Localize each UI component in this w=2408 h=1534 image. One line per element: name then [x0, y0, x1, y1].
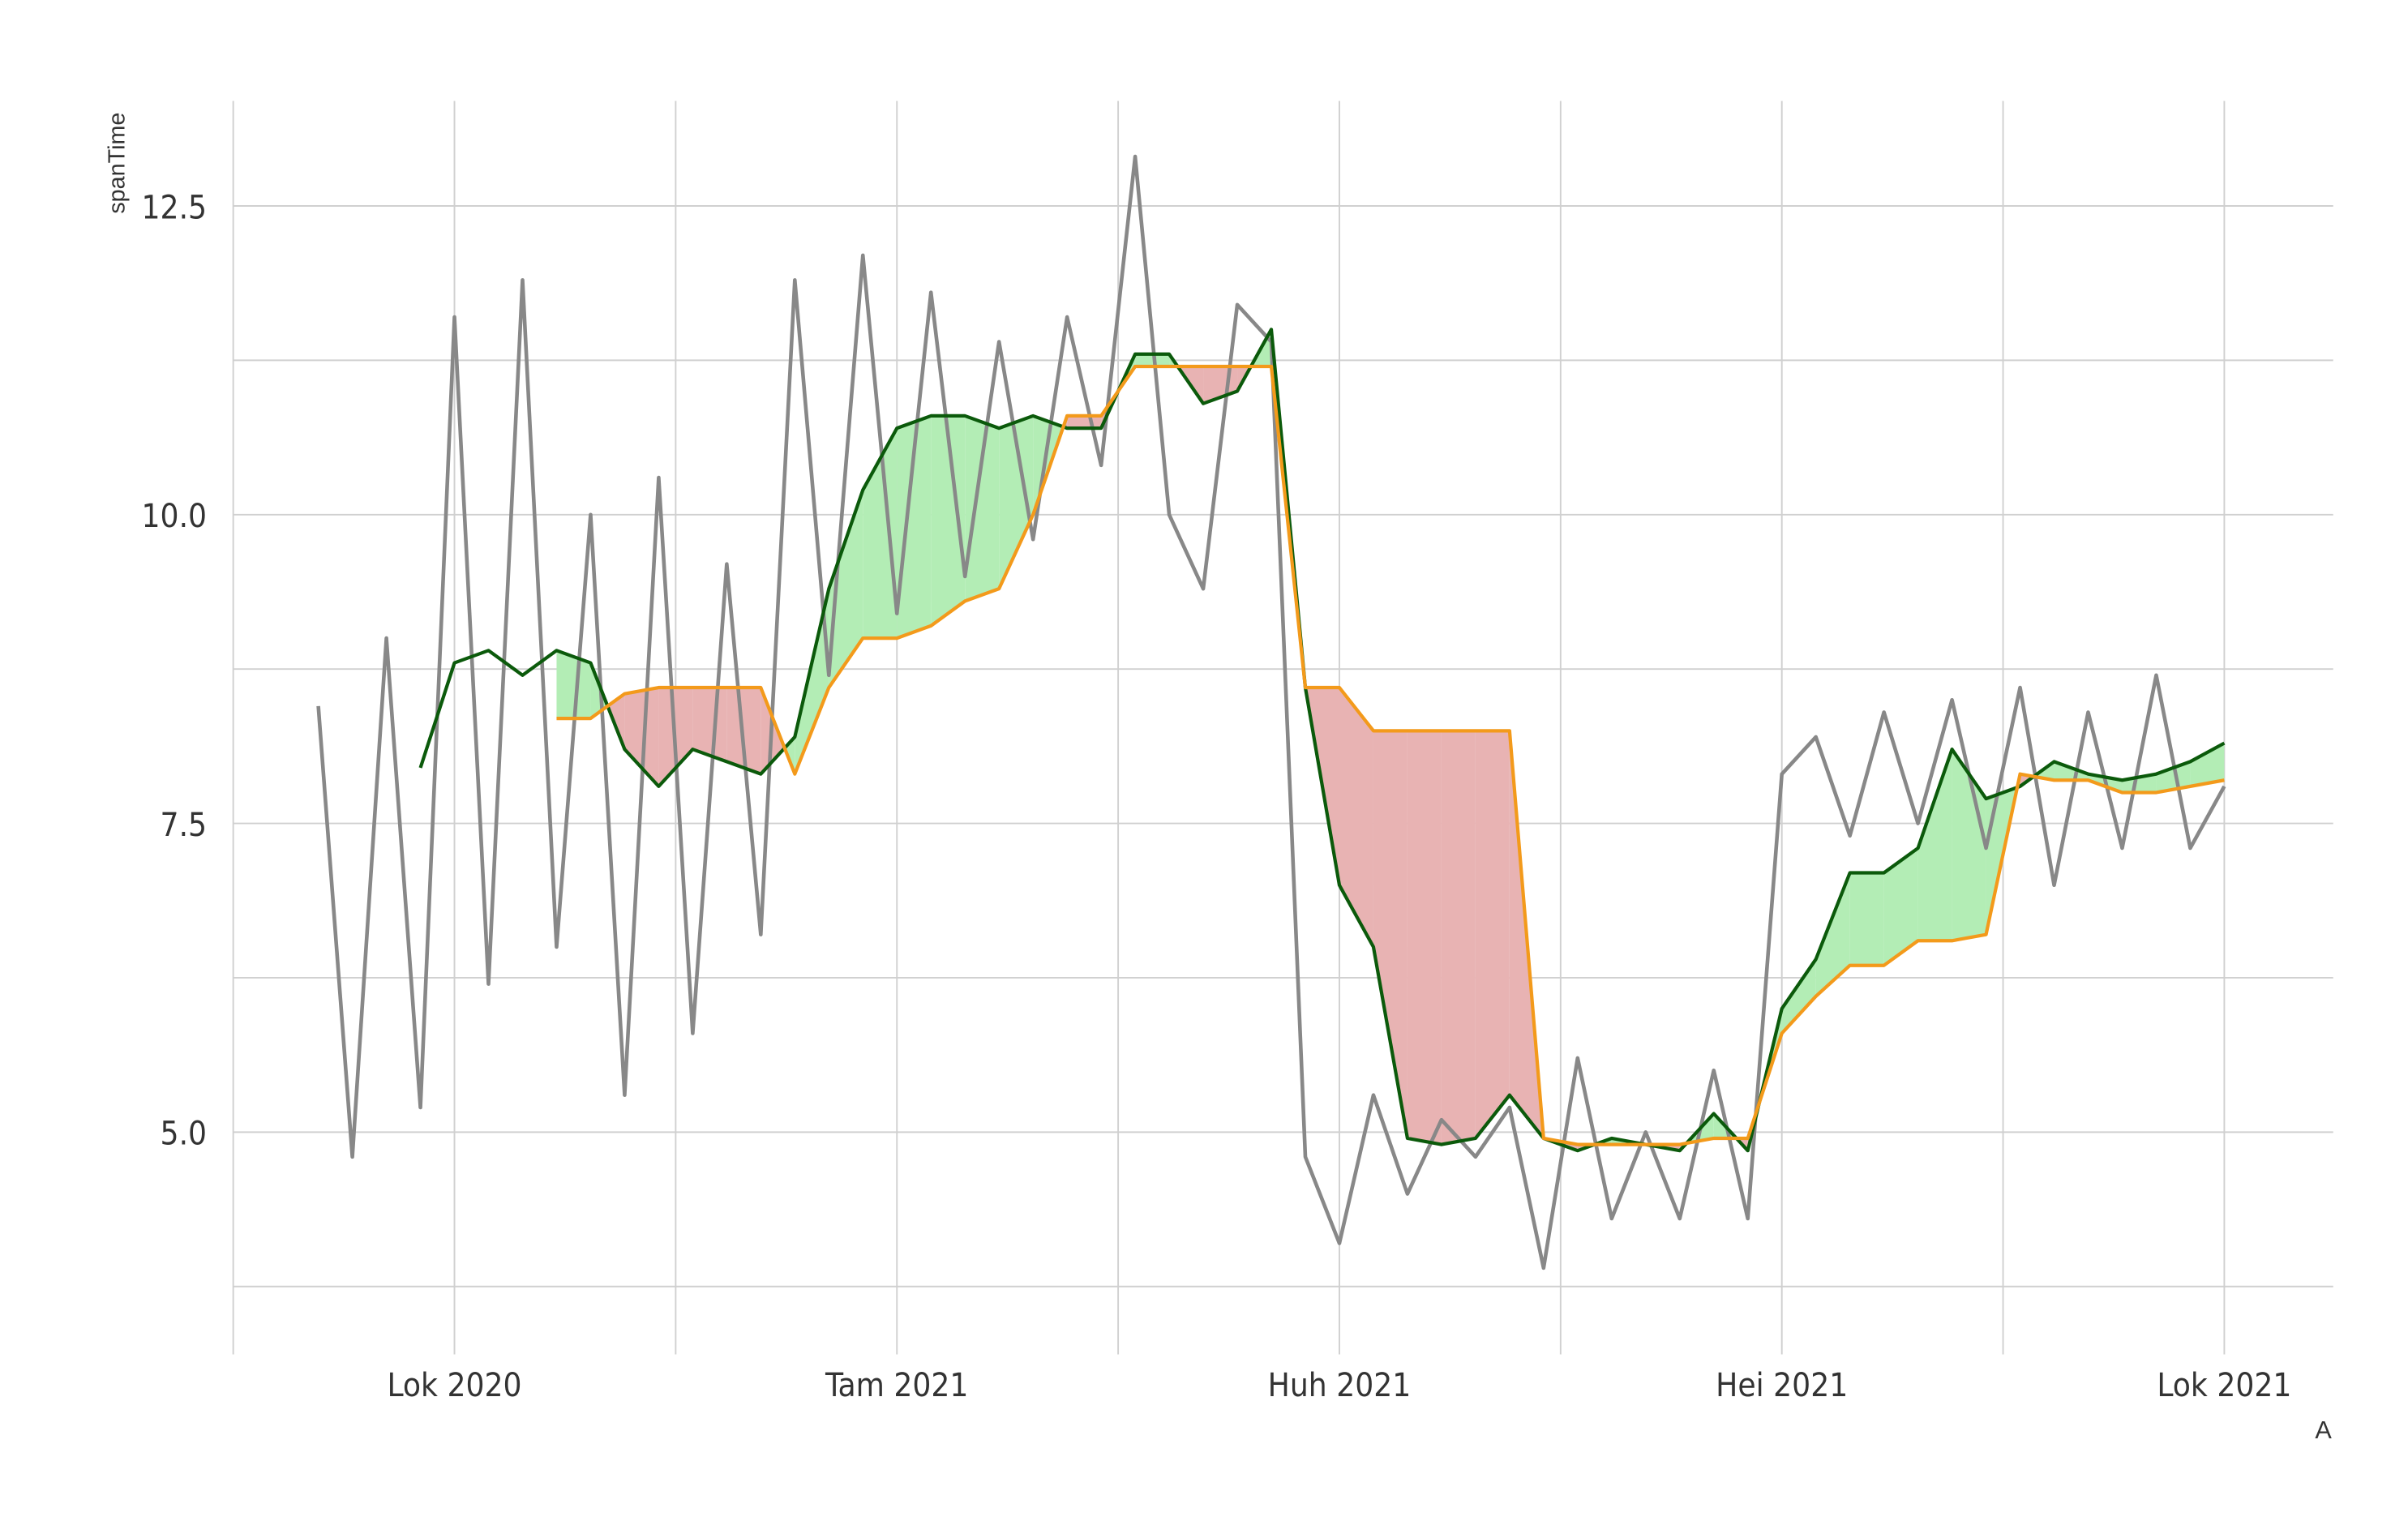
y-tick-label: 7.5: [161, 807, 208, 844]
difference-fill: [1781, 959, 1816, 1034]
difference-fill: [1339, 688, 1373, 947]
difference-fill: [1475, 731, 1510, 1138]
y-tick-label: 5.0: [161, 1116, 208, 1153]
x-tick-label: Lok 2020: [387, 1367, 521, 1404]
difference-fill: [1135, 354, 1170, 367]
x-axis-title: A: [2315, 1416, 2332, 1444]
series-line: [418, 328, 2226, 1153]
series-line: [316, 154, 2226, 1270]
difference-fill: [931, 415, 966, 626]
difference-fill: [1373, 731, 1408, 1138]
difference-fill: [863, 428, 898, 639]
y-tick-label: 12.5: [142, 189, 208, 226]
difference-fill: [624, 688, 659, 786]
difference-fill: [1952, 749, 1986, 941]
difference-fill: [2156, 761, 2191, 793]
difference-fill: [829, 490, 863, 688]
x-tick-label: Lok 2021: [2157, 1367, 2291, 1404]
difference-fill: [1849, 872, 1884, 966]
difference-fill: [897, 415, 932, 639]
difference-fill: [1407, 731, 1442, 1145]
y-tick-label: 10.0: [142, 498, 208, 535]
difference-fill: [999, 415, 1034, 589]
difference-fill: [795, 589, 829, 774]
difference-fill: [1883, 848, 1918, 966]
difference-fill: [556, 650, 591, 719]
x-tick-label: Huh 2021: [1268, 1367, 1412, 1404]
x-tick-label: Tam 2021: [825, 1367, 968, 1404]
series-line: [556, 364, 2225, 1146]
difference-fill: [2190, 743, 2225, 786]
x-tick-label: Hei 2021: [1716, 1367, 1848, 1404]
y-axis-title: spanTime: [105, 113, 131, 214]
difference-fill: [1067, 415, 1102, 429]
difference-fill: [1815, 872, 1850, 996]
difference-fill: [965, 415, 1000, 602]
difference-fill: [1441, 731, 1476, 1145]
difference-fill: [1917, 749, 1952, 941]
